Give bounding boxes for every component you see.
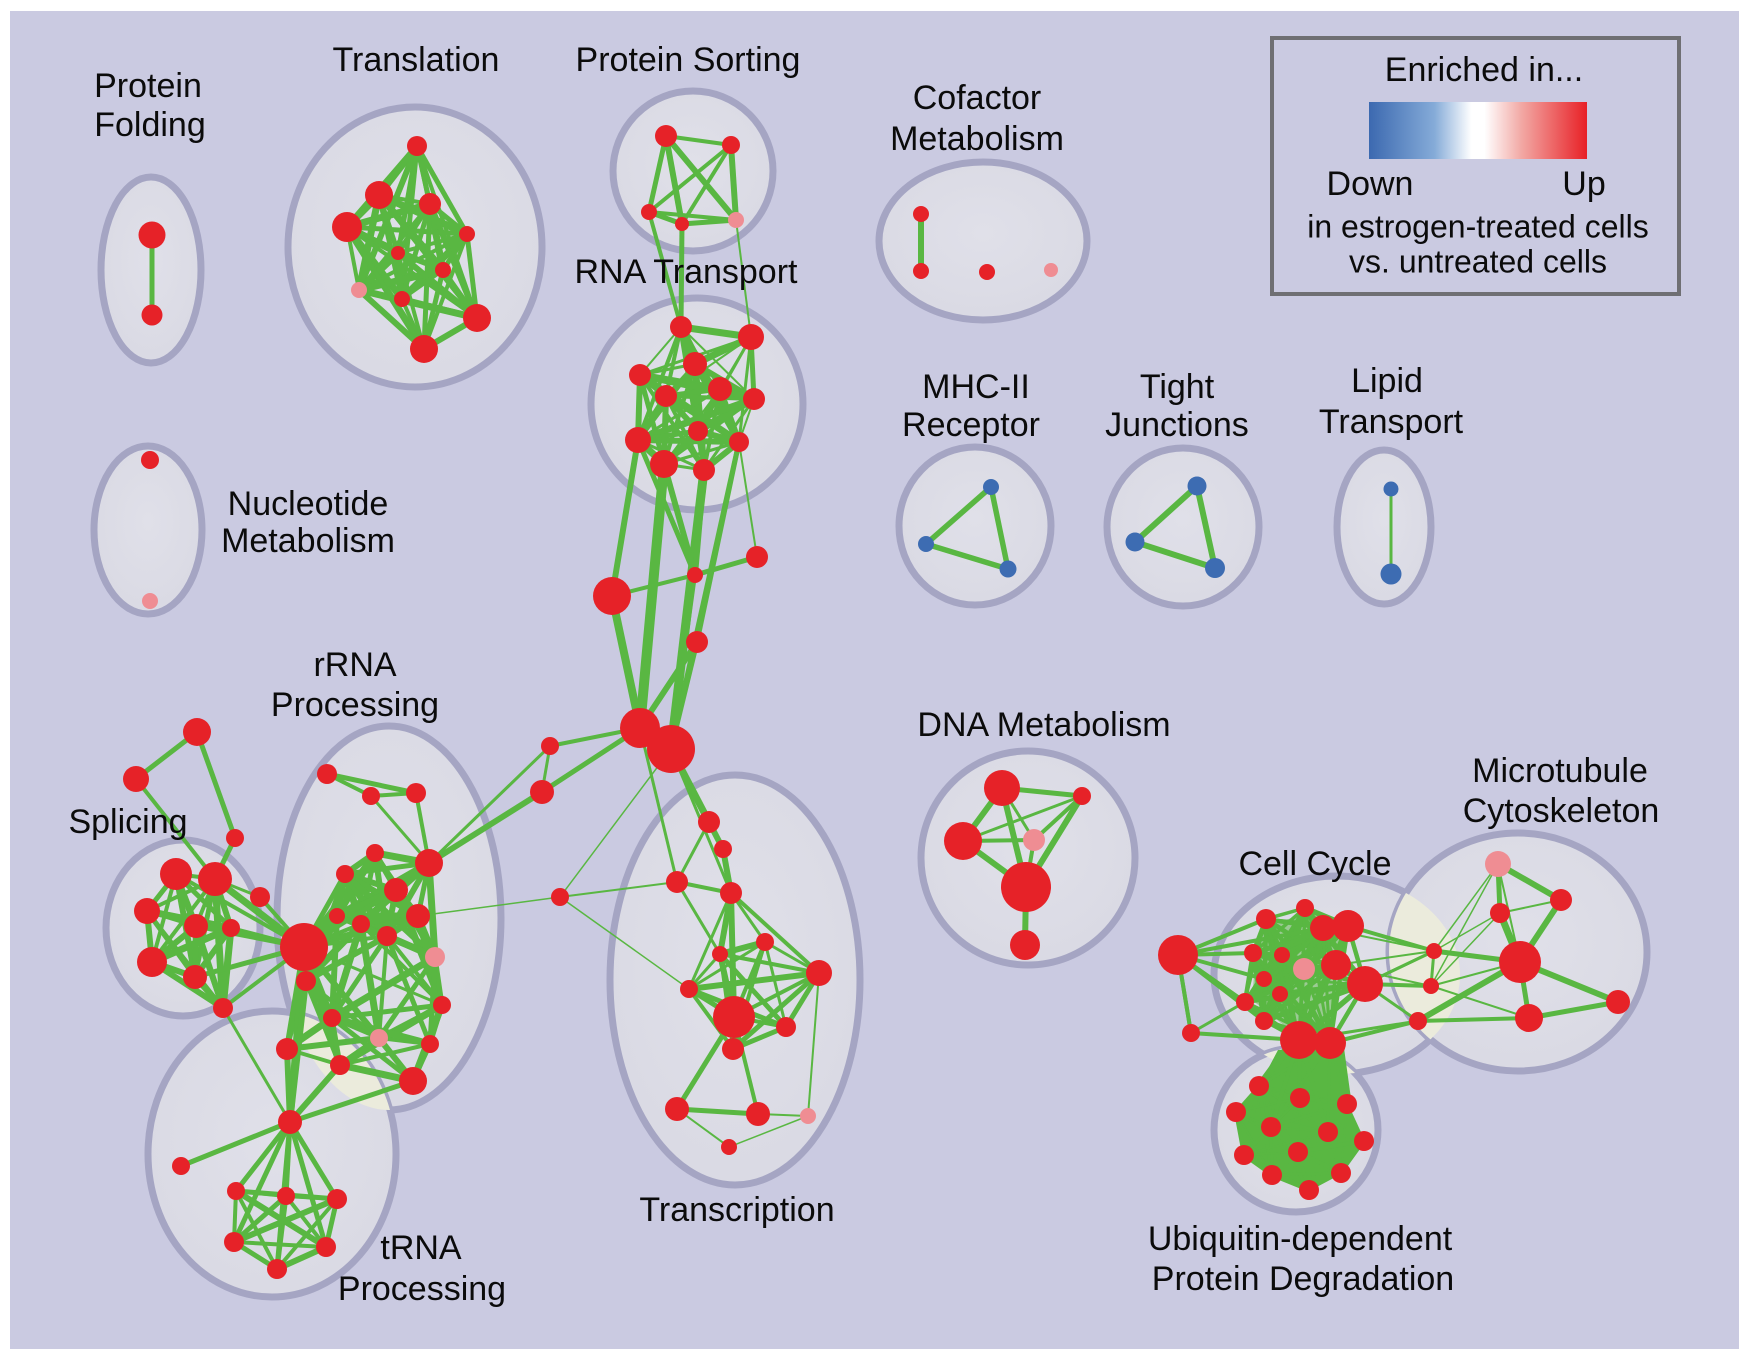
- svg-text:Enriched in...: Enriched in...: [1385, 51, 1583, 89]
- svg-text:Protein: Protein: [94, 67, 202, 105]
- svg-text:Transcription: Transcription: [639, 1191, 834, 1229]
- svg-text:in estrogen-treated cells: in estrogen-treated cells: [1307, 208, 1649, 244]
- svg-text:tRNA: tRNA: [380, 1229, 462, 1267]
- svg-text:Metabolism: Metabolism: [890, 120, 1064, 158]
- svg-text:MHC-II: MHC-II: [922, 368, 1030, 406]
- svg-text:Receptor: Receptor: [902, 406, 1040, 444]
- svg-text:vs. untreated cells: vs. untreated cells: [1349, 243, 1607, 279]
- svg-text:Protein Degradation: Protein Degradation: [1152, 1260, 1454, 1298]
- svg-text:rRNA: rRNA: [313, 646, 396, 684]
- svg-text:Up: Up: [1562, 165, 1605, 203]
- svg-text:Ubiquitin-dependent: Ubiquitin-dependent: [1148, 1220, 1453, 1258]
- svg-text:Cytoskeleton: Cytoskeleton: [1463, 792, 1660, 830]
- svg-text:Nucleotide: Nucleotide: [228, 485, 389, 523]
- svg-text:Tight: Tight: [1140, 368, 1215, 406]
- svg-text:Down: Down: [1327, 165, 1414, 203]
- svg-text:DNA Metabolism: DNA Metabolism: [917, 706, 1170, 744]
- svg-text:Microtubule: Microtubule: [1472, 752, 1648, 790]
- svg-text:Lipid: Lipid: [1351, 362, 1423, 400]
- svg-text:Processing: Processing: [271, 686, 439, 724]
- svg-text:Transport: Transport: [1319, 403, 1464, 441]
- svg-text:Junctions: Junctions: [1105, 406, 1249, 444]
- svg-text:Protein Sorting: Protein Sorting: [576, 41, 801, 79]
- svg-text:RNA Transport: RNA Transport: [575, 253, 799, 291]
- svg-text:Cofactor: Cofactor: [913, 79, 1042, 117]
- svg-text:Metabolism: Metabolism: [221, 522, 395, 560]
- svg-text:Folding: Folding: [94, 106, 206, 144]
- svg-text:Processing: Processing: [338, 1270, 506, 1308]
- svg-text:Cell Cycle: Cell Cycle: [1238, 845, 1391, 883]
- svg-text:Translation: Translation: [333, 41, 500, 79]
- svg-text:Splicing: Splicing: [68, 803, 187, 841]
